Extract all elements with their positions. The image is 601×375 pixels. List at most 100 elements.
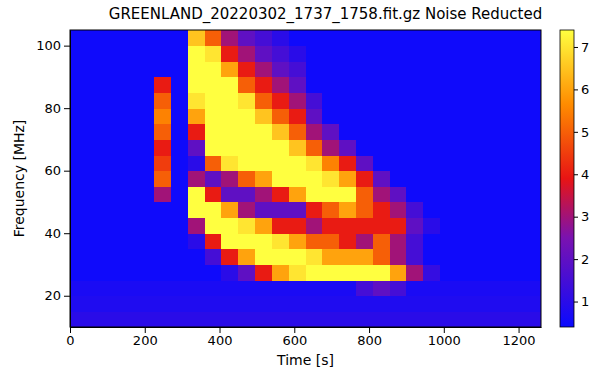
cell bbox=[120, 77, 137, 93]
cell bbox=[390, 264, 407, 280]
cell bbox=[339, 186, 356, 202]
cell bbox=[70, 186, 87, 202]
cell bbox=[339, 30, 356, 46]
cell bbox=[339, 61, 356, 77]
cell bbox=[289, 46, 306, 62]
cell bbox=[457, 311, 474, 327]
cell bbox=[171, 77, 188, 93]
cell bbox=[356, 171, 373, 187]
cell bbox=[507, 77, 524, 93]
cell bbox=[373, 233, 390, 249]
cell bbox=[440, 264, 457, 280]
cell bbox=[507, 108, 524, 124]
cell bbox=[205, 264, 222, 280]
tick-mark bbox=[574, 217, 578, 218]
cell bbox=[238, 311, 255, 327]
cell bbox=[306, 233, 323, 249]
tick-mark bbox=[574, 132, 578, 133]
cell bbox=[306, 61, 323, 77]
cell bbox=[154, 233, 171, 249]
cell bbox=[104, 218, 121, 234]
cell bbox=[306, 296, 323, 312]
cell bbox=[390, 233, 407, 249]
tick-label: 2 bbox=[581, 252, 589, 267]
cell bbox=[70, 233, 87, 249]
cell bbox=[221, 280, 238, 296]
cell bbox=[524, 186, 541, 202]
cell bbox=[87, 139, 104, 155]
cell bbox=[339, 233, 356, 249]
cell bbox=[188, 155, 205, 171]
cell bbox=[70, 311, 87, 327]
cell bbox=[70, 77, 87, 93]
cell bbox=[154, 93, 171, 109]
cell bbox=[373, 30, 390, 46]
cell bbox=[423, 46, 440, 62]
tick-mark bbox=[64, 171, 70, 172]
tick: 5 bbox=[574, 124, 589, 139]
cell bbox=[491, 30, 508, 46]
cell bbox=[87, 61, 104, 77]
cell bbox=[255, 93, 272, 109]
cell bbox=[289, 171, 306, 187]
cell bbox=[87, 124, 104, 140]
cell bbox=[171, 264, 188, 280]
cell bbox=[70, 93, 87, 109]
cell bbox=[272, 186, 289, 202]
cell bbox=[188, 108, 205, 124]
cell bbox=[322, 30, 339, 46]
cell bbox=[137, 124, 154, 140]
cell bbox=[390, 155, 407, 171]
cell bbox=[524, 30, 541, 46]
cell bbox=[423, 280, 440, 296]
cell bbox=[457, 139, 474, 155]
tick-label: 4 bbox=[581, 167, 589, 182]
cell bbox=[289, 124, 306, 140]
cell bbox=[289, 61, 306, 77]
tick-label: 800 bbox=[357, 333, 382, 348]
axis-line bbox=[71, 327, 542, 328]
cell bbox=[154, 46, 171, 62]
title: GREENLAND_20220302_1737_1758.fit.gz Nois… bbox=[109, 5, 542, 24]
cell bbox=[356, 108, 373, 124]
cell bbox=[491, 249, 508, 265]
tick: 1200 bbox=[503, 327, 536, 348]
cell bbox=[373, 218, 390, 234]
cell bbox=[137, 77, 154, 93]
tick-label: 200 bbox=[133, 333, 158, 348]
cell bbox=[440, 61, 457, 77]
cell bbox=[474, 46, 491, 62]
cell bbox=[507, 30, 524, 46]
cell bbox=[507, 233, 524, 249]
cell bbox=[238, 77, 255, 93]
tick-mark bbox=[220, 327, 221, 333]
cell bbox=[221, 93, 238, 109]
cell bbox=[457, 93, 474, 109]
cell bbox=[120, 311, 137, 327]
cell bbox=[289, 186, 306, 202]
cell bbox=[423, 311, 440, 327]
cell bbox=[306, 186, 323, 202]
cell bbox=[171, 30, 188, 46]
cell bbox=[171, 93, 188, 109]
cell bbox=[70, 139, 87, 155]
cell bbox=[491, 311, 508, 327]
cell bbox=[272, 233, 289, 249]
cell bbox=[104, 233, 121, 249]
cell bbox=[221, 202, 238, 218]
cell bbox=[289, 202, 306, 218]
cell bbox=[457, 61, 474, 77]
cell bbox=[339, 311, 356, 327]
cell bbox=[356, 30, 373, 46]
chart: GREENLAND_20220302_1737_1758.fit.gz Nois… bbox=[0, 0, 601, 375]
cell bbox=[120, 249, 137, 265]
cell bbox=[221, 186, 238, 202]
cell bbox=[272, 202, 289, 218]
cell bbox=[137, 249, 154, 265]
cell bbox=[205, 233, 222, 249]
cell bbox=[423, 264, 440, 280]
cell bbox=[356, 77, 373, 93]
cell bbox=[272, 139, 289, 155]
cell bbox=[120, 280, 137, 296]
cell bbox=[507, 171, 524, 187]
